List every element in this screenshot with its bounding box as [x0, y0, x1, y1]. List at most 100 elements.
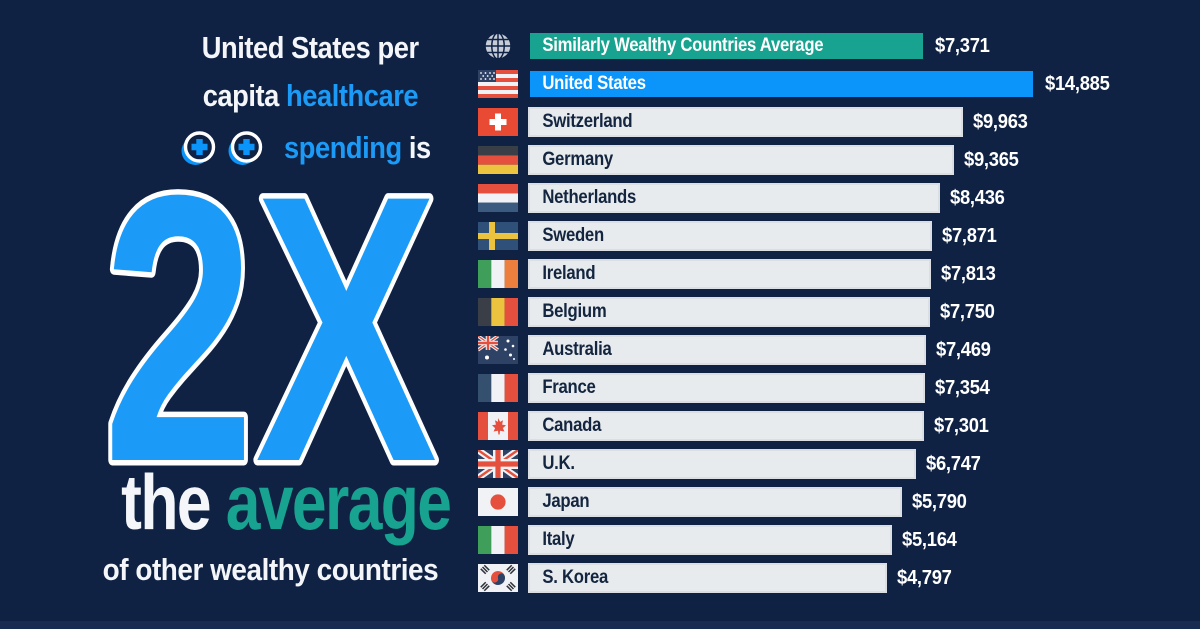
canada-flag-icon — [478, 412, 518, 440]
bar-track: Japan $5,790 — [530, 489, 1192, 515]
bar-value-label: $7,469 — [936, 339, 991, 361]
bar-value-label: $5,164 — [902, 529, 957, 551]
bar-value-label: $7,750 — [940, 301, 995, 323]
bar: Netherlands — [530, 185, 938, 211]
bottom-accent-strip — [0, 621, 1200, 629]
sweden-flag-icon — [478, 222, 518, 250]
chart-row: Australia $7,469 — [478, 336, 1192, 364]
bar: Ireland — [530, 261, 929, 287]
multiplier-text: 2X — [103, 160, 439, 470]
medical-cross-icon — [227, 129, 265, 167]
bar-track: France $7,354 — [530, 375, 1192, 401]
bar: Similarly Wealthy Countries Average — [530, 33, 923, 59]
bar-value-label: $7,813 — [941, 263, 996, 285]
bar-chart: Similarly Wealthy Countries Average $7,3… — [478, 32, 1192, 603]
bar: Germany — [530, 147, 952, 173]
bar-track: Australia $7,469 — [530, 337, 1192, 363]
headline-text: capita — [202, 78, 286, 113]
chart-row: Sweden $7,871 — [478, 222, 1192, 250]
bar: United States — [530, 71, 1033, 97]
bar-country-label: Switzerland — [542, 111, 633, 132]
bar-country-label: Ireland — [542, 263, 596, 284]
bar: Canada — [530, 413, 922, 439]
netherlands-flag-icon — [478, 184, 518, 212]
bar-track: Ireland $7,813 — [530, 261, 1192, 287]
uk-flag-icon — [478, 450, 518, 478]
headline-line-3: spending is — [120, 124, 500, 172]
bar-rows: Similarly Wealthy Countries Average $7,3… — [478, 32, 1192, 592]
bar-country-label: U.K. — [542, 453, 575, 474]
bar-country-label: France — [542, 377, 596, 398]
medical-cross-icon — [180, 129, 218, 167]
bar-country-label: Canada — [542, 415, 602, 436]
bar-country-label: S. Korea — [542, 567, 609, 588]
bar-track: Germany $9,365 — [530, 147, 1192, 173]
chart-row: Netherlands $8,436 — [478, 184, 1192, 212]
bar-track: United States $14,885 — [530, 71, 1192, 97]
bar-country-label: Italy — [542, 529, 575, 550]
bar-value-label: $7,354 — [935, 377, 990, 399]
chart-row: Belgium $7,750 — [478, 298, 1192, 326]
bar-value-label: $14,885 — [1045, 73, 1110, 95]
australia-flag-icon — [478, 336, 518, 364]
bar-country-label: United States — [542, 73, 646, 94]
chart-row: Ireland $7,813 — [478, 260, 1192, 288]
bar-country-label: Germany — [542, 149, 613, 170]
bar: Japan — [530, 489, 900, 515]
bar: Australia — [530, 337, 924, 363]
bar-country-label: Similarly Wealthy Countries Average — [542, 35, 824, 56]
bar-track: Italy $5,164 — [530, 527, 1192, 553]
south-korea-flag-icon — [478, 564, 518, 592]
chart-row: Similarly Wealthy Countries Average $7,3… — [478, 32, 1192, 60]
bar-value-label: $7,871 — [942, 225, 997, 247]
chart-row: U.K. $6,747 — [478, 450, 1192, 478]
chart-row: Italy $5,164 — [478, 526, 1192, 554]
bar: S. Korea — [530, 565, 885, 591]
bar-track: S. Korea $4,797 — [530, 565, 1192, 591]
bar-track: Belgium $7,750 — [530, 299, 1192, 325]
italy-flag-icon — [478, 526, 518, 554]
japan-flag-icon — [478, 488, 518, 516]
bar: Switzerland — [530, 109, 961, 135]
bar-value-label: $6,747 — [926, 453, 981, 475]
bar-track: Similarly Wealthy Countries Average $7,3… — [530, 33, 1192, 59]
subheadline-highlight: average — [225, 458, 452, 546]
bar-country-label: Sweden — [542, 225, 604, 246]
headline-text-highlight: healthcare — [285, 78, 419, 113]
bar-value-label: $4,797 — [897, 567, 952, 589]
chart-row: Japan $5,790 — [478, 488, 1192, 516]
bar-country-label: Japan — [542, 491, 590, 512]
headline-line-1: United States per — [120, 24, 500, 72]
bar-country-label: Belgium — [542, 301, 607, 322]
switzerland-flag-icon — [478, 108, 518, 136]
bar-value-label: $8,436 — [950, 187, 1005, 209]
us-flag-icon — [478, 70, 518, 98]
headline-line-2: capita healthcare — [120, 72, 500, 120]
bar: France — [530, 375, 923, 401]
subheadline: the average — [80, 458, 460, 546]
chart-row: France $7,354 — [478, 374, 1192, 402]
headline-panel: United States per capita healthcare spen… — [120, 24, 500, 172]
bar-value-label: $9,365 — [964, 149, 1019, 171]
bar-value-label: $7,371 — [935, 35, 990, 57]
bar-country-label: Netherlands — [542, 187, 637, 208]
bar: U.K. — [530, 451, 914, 477]
bar-track: U.K. $6,747 — [530, 451, 1192, 477]
subheadline-caption: of other wealthy countries — [80, 552, 460, 588]
bar: Sweden — [530, 223, 930, 249]
france-flag-icon — [478, 374, 518, 402]
chart-row: Switzerland $9,963 — [478, 108, 1192, 136]
multiplier-2x: 2X — [98, 160, 443, 470]
bar: Italy — [530, 527, 890, 553]
bar: Belgium — [530, 299, 928, 325]
bar-value-label: $9,963 — [973, 111, 1028, 133]
germany-flag-icon — [478, 146, 518, 174]
caption-text: of other wealthy countries — [102, 552, 438, 587]
chart-row: Canada $7,301 — [478, 412, 1192, 440]
headline-text: United States per — [201, 30, 419, 65]
chart-row: S. Korea $4,797 — [478, 564, 1192, 592]
bar-value-label: $7,301 — [934, 415, 989, 437]
ireland-flag-icon — [478, 260, 518, 288]
headline-text: is — [401, 130, 431, 165]
